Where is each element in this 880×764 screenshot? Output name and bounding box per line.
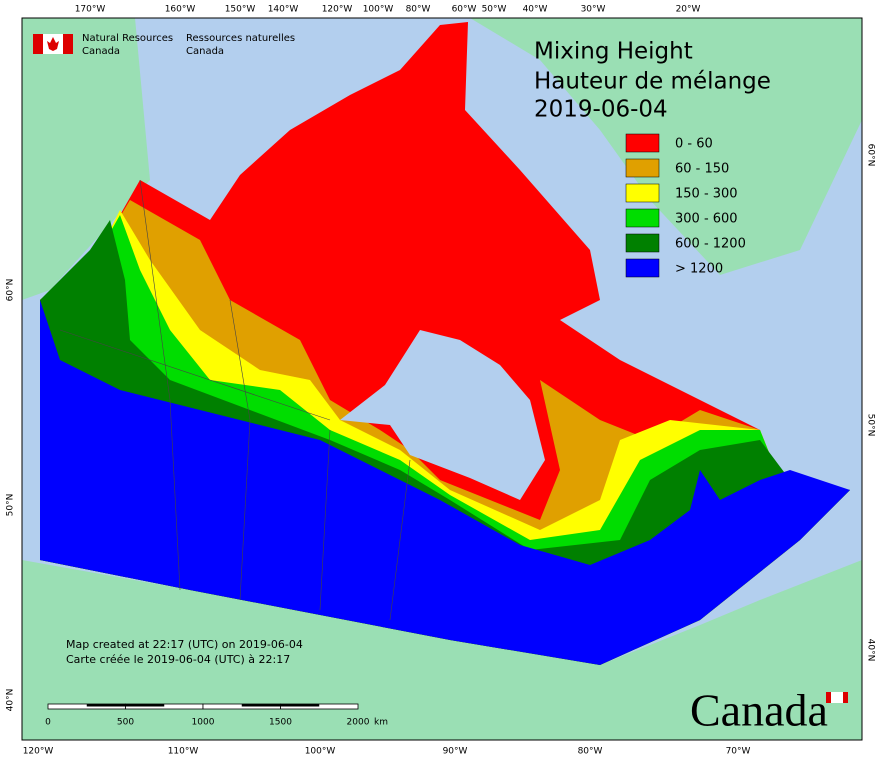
flag-bar bbox=[33, 34, 43, 54]
graticule-label: 40°N bbox=[866, 639, 876, 662]
alaska bbox=[22, 18, 150, 300]
title: Hauteur de mélange bbox=[534, 69, 771, 95]
legend-label: 600 - 1200 bbox=[675, 237, 746, 252]
scale-label: 1500 bbox=[269, 718, 292, 728]
scale-unit: km bbox=[374, 718, 388, 728]
united-states bbox=[22, 560, 862, 740]
legend-swatch bbox=[625, 208, 660, 228]
legend-label: 300 - 600 bbox=[675, 212, 738, 227]
created-en: Map created at 22:17 (UTC) on 2019-06-04 bbox=[66, 638, 303, 651]
scale-label: 2000 bbox=[347, 718, 370, 728]
scale-label: 500 bbox=[117, 718, 134, 728]
boundary bbox=[229, 299, 251, 601]
graticule-label: 40°N bbox=[6, 689, 16, 712]
boundary bbox=[139, 179, 181, 591]
wordmark-flag bbox=[831, 692, 843, 703]
boundary bbox=[59, 329, 331, 421]
graticule-label: 170°W bbox=[75, 5, 106, 15]
graticule-label: 60°W bbox=[452, 5, 477, 15]
boundary bbox=[319, 429, 331, 611]
graticule-label: 80°W bbox=[406, 5, 431, 15]
graticule-label: 30°W bbox=[581, 5, 606, 15]
flag-bar bbox=[63, 34, 73, 54]
graticule-label: 110°W bbox=[168, 747, 199, 757]
legend-label: 0 - 60 bbox=[675, 137, 713, 152]
graticule-label: 100°W bbox=[363, 5, 394, 15]
legend-swatch bbox=[625, 133, 660, 153]
graticule-label: 50°N bbox=[866, 414, 876, 437]
maple-leaf bbox=[47, 37, 59, 51]
legend-swatch bbox=[625, 158, 660, 178]
scale-segment bbox=[125, 704, 165, 707]
scale-label: 1000 bbox=[192, 718, 215, 728]
graticule-label: 20°W bbox=[676, 5, 701, 15]
graticule-label: 120°W bbox=[23, 747, 54, 757]
graticule-label: 160°W bbox=[165, 5, 196, 15]
scale-label: 0 bbox=[45, 718, 51, 728]
graticule-label: 120°W bbox=[322, 5, 353, 15]
scale-segment bbox=[86, 704, 126, 707]
graticule-label: 80°W bbox=[578, 747, 603, 757]
agency-fr: Canada bbox=[186, 46, 224, 57]
legend-swatch bbox=[625, 258, 660, 278]
legend-swatch bbox=[625, 233, 660, 253]
title: Mixing Height bbox=[534, 39, 693, 65]
graticule-label: 50°W bbox=[482, 5, 507, 15]
graticule-label: 50°N bbox=[6, 494, 16, 517]
scale-segment bbox=[241, 704, 281, 707]
zone-blue bbox=[40, 300, 850, 665]
date: 2019-06-04 bbox=[534, 97, 668, 123]
graticule-label: 60°N bbox=[866, 144, 876, 167]
legend-label: > 1200 bbox=[675, 262, 723, 277]
graticule-label: 150°W bbox=[225, 5, 256, 15]
boundaries bbox=[59, 179, 411, 621]
flag bbox=[33, 34, 73, 54]
map-body bbox=[22, 18, 862, 740]
graticule-label: 60°N bbox=[6, 279, 16, 302]
hudson-bay bbox=[340, 330, 545, 500]
agency-en: Natural Resources bbox=[82, 33, 173, 44]
legend-label: 60 - 150 bbox=[675, 162, 729, 177]
agency-en: Canada bbox=[82, 46, 120, 57]
graticule-label: 70°W bbox=[726, 747, 751, 757]
graticule-label: 40°W bbox=[523, 5, 548, 15]
graticule-label: 140°W bbox=[268, 5, 299, 15]
wordmark: Canada bbox=[690, 685, 828, 736]
graticule-label: 100°W bbox=[305, 747, 336, 757]
boundary bbox=[389, 459, 411, 621]
agency-fr: Ressources naturelles bbox=[186, 33, 295, 44]
scale-segment bbox=[280, 704, 320, 707]
created-fr: Carte créée le 2019-06-04 (UTC) à 22:17 bbox=[66, 653, 290, 666]
legend-swatch bbox=[625, 183, 660, 203]
greenland bbox=[470, 18, 862, 275]
frame bbox=[21, 17, 863, 741]
legend-label: 150 - 300 bbox=[675, 187, 738, 202]
graticule-label: 90°W bbox=[443, 747, 468, 757]
